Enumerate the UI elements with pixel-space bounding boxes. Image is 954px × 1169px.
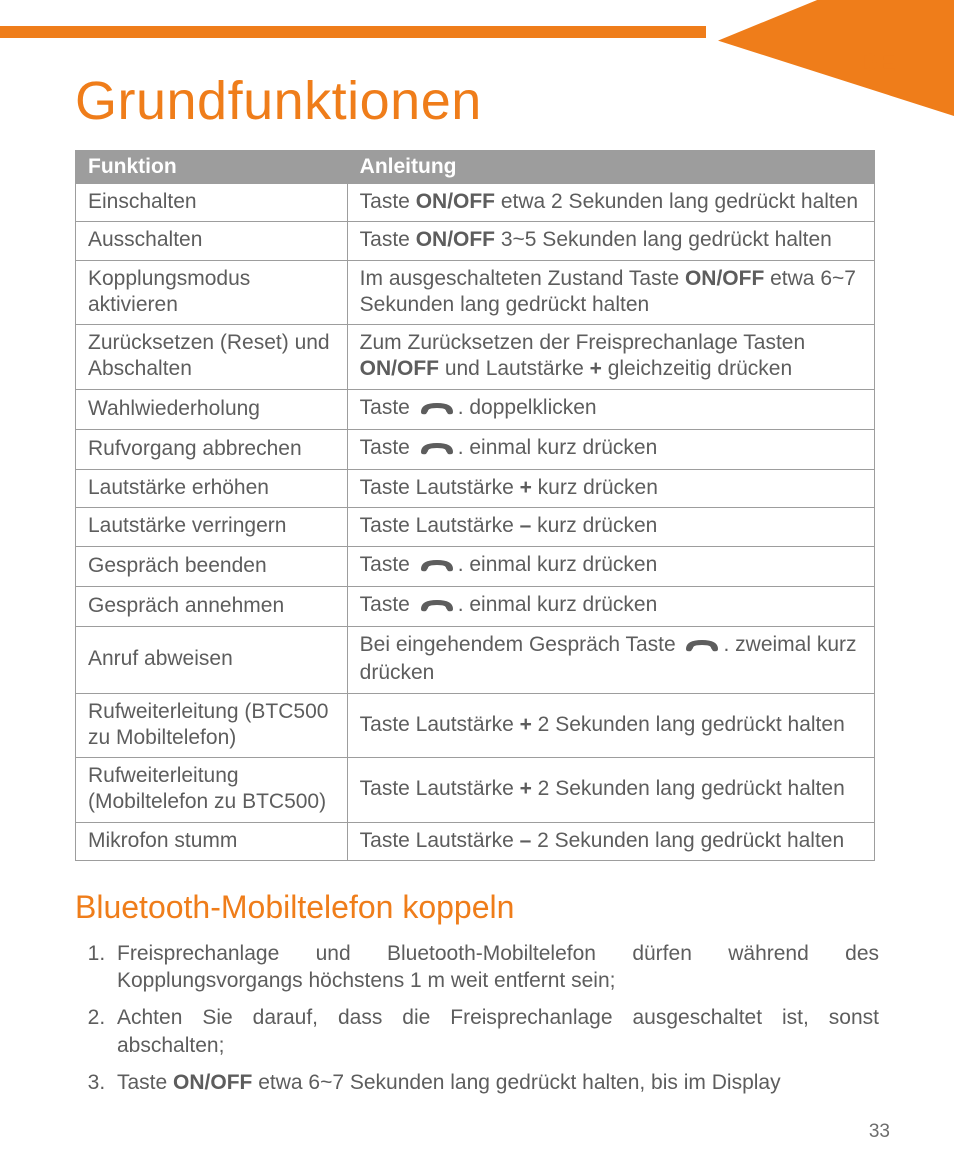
cell-anleitung: Bei eingehendem Gespräch Taste . zweimal…	[347, 627, 874, 694]
bold-text: ON/OFF	[685, 267, 764, 290]
col-header-funktion: Funktion	[76, 151, 348, 184]
bold-text: ON/OFF	[416, 190, 495, 213]
table-row: EinschaltenTaste ON/OFF etwa 2 Sekunden …	[76, 184, 875, 222]
phone-handset-icon	[418, 594, 456, 620]
cell-funktion: Einschalten	[76, 184, 348, 222]
table-row: Mikrofon stummTaste Lautstärke – 2 Sekun…	[76, 822, 875, 860]
cell-funktion: Rufweiterleitung (Mobiltelefon zu BTC500…	[76, 758, 348, 823]
list-item: Freisprechanlage und Bluetooth-Mobiltele…	[111, 940, 879, 995]
cell-funktion: Ausschalten	[76, 222, 348, 260]
cell-funktion: Gespräch beenden	[76, 546, 348, 586]
cell-funktion: Mikrofon stumm	[76, 822, 348, 860]
cell-funktion: Rufweiterleitung (BTC500 zu Mobiltelefon…	[76, 693, 348, 758]
list-item: Taste ON/OFF etwa 6~7 Sekunden lang gedr…	[111, 1069, 879, 1096]
cell-anleitung: Zum Zurücksetzen der Freisprechanlage Ta…	[347, 325, 874, 390]
cell-funktion: Zurücksetzen (Reset) und Abschalten	[76, 325, 348, 390]
cell-funktion: Lautstärke erhöhen	[76, 470, 348, 508]
table-row: Kopplungsmodus aktivierenIm ausgeschalte…	[76, 260, 875, 325]
phone-handset-icon	[418, 554, 456, 580]
table-row: Lautstärke verringernTaste Lautstärke – …	[76, 508, 875, 546]
table-row: Anruf abweisenBei eingehendem Gespräch T…	[76, 627, 875, 694]
cell-anleitung: Taste Lautstärke + 2 Sekunden lang gedrü…	[347, 693, 874, 758]
col-header-anleitung: Anleitung	[347, 151, 874, 184]
table-row: Rufvorgang abbrechenTaste . einmal kurz …	[76, 429, 875, 469]
cell-anleitung: Im ausgeschalteten Zustand Taste ON/OFF …	[347, 260, 874, 325]
bold-text: ON/OFF	[416, 228, 495, 251]
cell-anleitung: Taste ON/OFF 3~5 Sekunden lang gedrückt …	[347, 222, 874, 260]
header-rule	[0, 26, 706, 38]
cell-funktion: Wahlwiederholung	[76, 389, 348, 429]
cell-anleitung: Taste . einmal kurz drücken	[347, 546, 874, 586]
phone-handset-icon	[683, 634, 721, 660]
bold-text: +	[520, 476, 532, 499]
table-row: Gespräch beendenTaste . einmal kurz drüc…	[76, 546, 875, 586]
cell-anleitung: Taste Lautstärke – 2 Sekunden lang gedrü…	[347, 822, 874, 860]
bold-text: +	[520, 777, 532, 800]
language-badge: DE	[859, 47, 896, 78]
cell-anleitung: Taste Lautstärke + kurz drücken	[347, 470, 874, 508]
cell-anleitung: Taste Lautstärke + 2 Sekunden lang gedrü…	[347, 758, 874, 823]
bold-text: +	[590, 357, 602, 380]
table-row: Rufweiterleitung (Mobiltelefon zu BTC500…	[76, 758, 875, 823]
page-title: Grundfunktionen	[75, 70, 879, 132]
pairing-steps-list: Freisprechanlage und Bluetooth-Mobiltele…	[75, 940, 879, 1096]
table-row: Lautstärke erhöhenTaste Lautstärke + kur…	[76, 470, 875, 508]
bold-text: ON/OFF	[360, 357, 439, 380]
bold-text: ON/OFF	[173, 1071, 252, 1094]
cell-anleitung: Taste . doppelklicken	[347, 389, 874, 429]
bold-text: –	[520, 829, 532, 852]
cell-funktion: Gespräch annehmen	[76, 586, 348, 626]
section-subtitle: Bluetooth-Mobiltelefon koppeln	[75, 889, 879, 926]
page-number: 33	[869, 1121, 890, 1143]
list-item: Achten Sie darauf, dass die Freisprechan…	[111, 1004, 879, 1059]
cell-anleitung: Taste . einmal kurz drücken	[347, 429, 874, 469]
cell-funktion: Anruf abweisen	[76, 627, 348, 694]
phone-handset-icon	[418, 397, 456, 423]
bold-text: +	[520, 713, 532, 736]
phone-handset-icon	[418, 437, 456, 463]
cell-anleitung: Taste . einmal kurz drücken	[347, 586, 874, 626]
table-row: Zurücksetzen (Reset) und AbschaltenZum Z…	[76, 325, 875, 390]
cell-anleitung: Taste ON/OFF etwa 2 Sekunden lang gedrüc…	[347, 184, 874, 222]
cell-funktion: Lautstärke verringern	[76, 508, 348, 546]
cell-funktion: Rufvorgang abbrechen	[76, 429, 348, 469]
cell-funktion: Kopplungsmodus aktivieren	[76, 260, 348, 325]
table-row: AusschaltenTaste ON/OFF 3~5 Sekunden lan…	[76, 222, 875, 260]
cell-anleitung: Taste Lautstärke – kurz drücken	[347, 508, 874, 546]
table-row: Rufweiterleitung (BTC500 zu Mobiltelefon…	[76, 693, 875, 758]
functions-table: Funktion Anleitung EinschaltenTaste ON/O…	[75, 150, 875, 861]
bold-text: –	[520, 514, 532, 537]
table-row: Gespräch annehmenTaste . einmal kurz drü…	[76, 586, 875, 626]
table-row: WahlwiederholungTaste . doppelklicken	[76, 389, 875, 429]
